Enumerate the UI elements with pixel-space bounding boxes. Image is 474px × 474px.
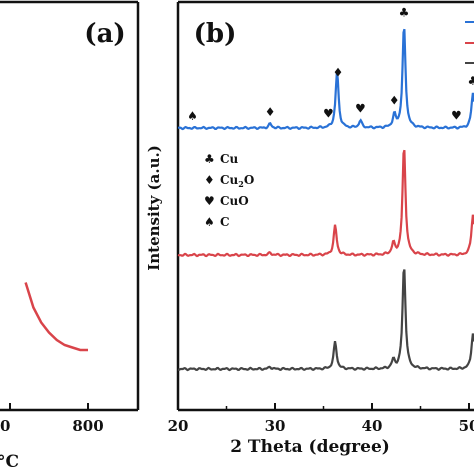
panel-a: (a) 00 800 °C [0,0,140,472]
panel-a-tick-label-00: 00 [0,417,10,435]
panel-a-xlabel: °C [0,452,19,472]
panel-b-tick-label-30: 30 [265,417,286,435]
peak-marker: ♦ [333,66,344,80]
panel-a-series-line [24,282,88,352]
key-symbol-c: ♠ [204,215,215,229]
key-symbol-cu: ♣ [204,152,215,166]
key-symbol-cu2o: ♦ [204,173,215,187]
panel-b-xlabel: 2 Theta (degree) [230,437,390,457]
key-label-cu2o: Cu2O [220,173,254,189]
panel-b-tick-label-50: 50 [459,417,474,435]
panel-b-series-1 [177,149,474,258]
key-label-cu: Cu [220,152,239,166]
panel-b-series-2 [177,269,474,372]
peak-marker: ♦ [389,93,400,107]
peak-marker: ♥ [323,107,334,121]
panel-b-series-0 [177,28,474,131]
symbol-key: ♣ Cu ♦ Cu2O ♥ CuO ♠ C [204,152,254,229]
panel-b-ticks: 2030405060 [168,403,474,435]
panel-b-series [177,28,474,372]
panel-a-tick-label-800: 800 [72,417,103,435]
peak-marker: ♥ [451,109,462,123]
peak-marker: ♣ [467,74,474,88]
panel-b-label: (b) [194,19,237,49]
key-label-c: C [220,215,230,229]
peak-marker: ♦ [265,105,276,119]
key-label-cuo: CuO [220,194,249,208]
panel-b-tick-label-20: 20 [168,417,189,435]
panel-a-label: (a) [84,19,125,49]
panel-b-ylabel: Intensity (a.u.) [145,145,163,271]
peak-marker: ♣ [399,6,410,20]
key-symbol-cuo: ♥ [204,194,215,208]
panel-b: (b) Intensity (a.u.) 2 Theta (degree) 20… [145,0,474,457]
panel-b-tick-label-40: 40 [362,417,383,435]
peak-marker: ♥ [355,101,366,115]
panel-b-peak-markers: ♠♦♥♦♥♦♣♥♣♦ [187,6,474,124]
peak-marker: ♠ [187,109,198,123]
